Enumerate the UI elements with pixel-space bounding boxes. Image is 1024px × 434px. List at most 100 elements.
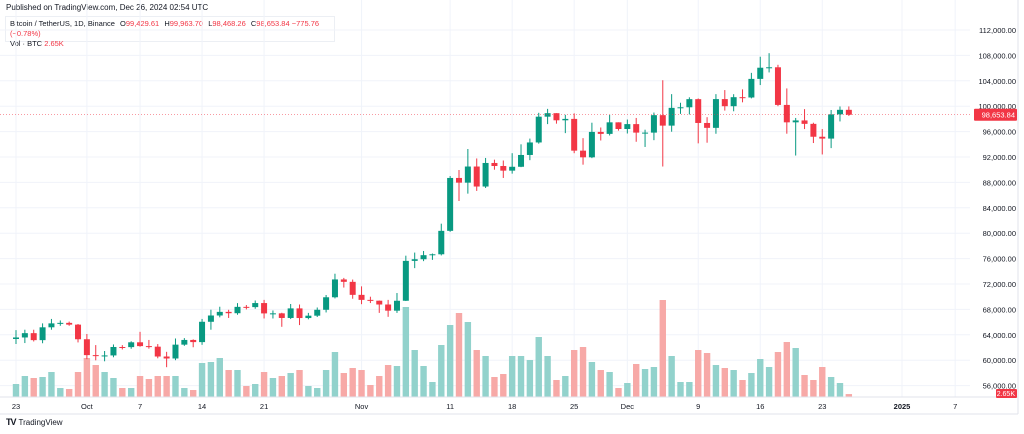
candle-body	[323, 297, 330, 310]
candle-body	[83, 339, 90, 356]
volume-bar	[827, 377, 835, 397]
candle-body	[801, 120, 808, 124]
volume-bar	[305, 386, 312, 397]
candle-body	[836, 109, 843, 115]
candle-body	[402, 260, 409, 301]
x-tick-label: 23	[818, 402, 826, 411]
candle-body	[828, 114, 835, 139]
candle-body	[615, 122, 622, 129]
volume-bar	[819, 367, 826, 397]
volume-bar	[172, 376, 179, 397]
candle-body	[331, 279, 338, 298]
brand-name: TradingView	[18, 417, 63, 427]
volume-bar	[438, 345, 445, 397]
volume-line: Vol · BTC 2.65K	[10, 39, 330, 49]
candle-body	[101, 355, 108, 357]
candle-body	[659, 115, 666, 126]
y-tick-label: 104,000.00	[978, 77, 1016, 86]
volume-bar	[553, 380, 560, 397]
y-tick-label: 84,000.00	[983, 204, 1016, 213]
candle-body	[562, 118, 569, 121]
volume-label[interactable]: Vol · BTC	[10, 39, 43, 48]
volume-bar	[739, 380, 746, 397]
candle-body	[438, 230, 445, 255]
volume-bar	[597, 370, 604, 397]
candle-body	[526, 142, 533, 155]
volume-bar	[845, 394, 853, 397]
volume-bar	[491, 377, 498, 397]
volume-bar	[508, 356, 516, 397]
candle-body	[57, 322, 64, 324]
volume-bar	[703, 353, 711, 397]
candle-body	[234, 306, 241, 314]
candle-body	[110, 346, 117, 356]
candle-body	[580, 150, 587, 158]
y-tick-label: 88,000.00	[983, 178, 1016, 187]
candle-body	[340, 279, 347, 282]
volume-bar	[677, 382, 684, 397]
candle-body	[783, 104, 790, 123]
volume-bar	[535, 337, 542, 397]
candle-body	[39, 327, 46, 341]
grid	[0, 0, 970, 397]
symbol-name[interactable]: Bitcoin / TetherUS, 1D, Binance	[10, 19, 115, 28]
volume-bar	[411, 350, 418, 397]
volume-bar	[296, 370, 303, 397]
open-label: O	[120, 19, 126, 28]
y-tick-label: 108,000.00	[978, 51, 1016, 60]
close-label: C	[250, 19, 257, 28]
candle-body	[606, 122, 613, 134]
volume-bar	[393, 366, 401, 397]
volume-bar	[314, 388, 321, 397]
volume-bar	[650, 367, 658, 397]
volume-bar	[429, 382, 436, 397]
candle-body	[535, 116, 542, 143]
y-tick-label: 112,000.00	[979, 26, 1016, 35]
volume-bar	[145, 379, 153, 397]
volume-bar	[588, 362, 596, 397]
x-tick-label: 2025	[894, 402, 911, 411]
volume-bar	[774, 352, 782, 397]
candle-body	[518, 154, 525, 167]
candle-body	[199, 321, 206, 343]
candle-body	[633, 124, 640, 133]
candle-body	[287, 308, 294, 318]
volume-bar	[544, 356, 551, 397]
volume-bars	[12, 300, 853, 397]
candle-body	[48, 323, 55, 328]
candle-body	[544, 113, 551, 117]
volume-bar	[482, 356, 489, 397]
candle-body	[624, 124, 631, 129]
candle-body	[730, 97, 737, 107]
x-tick-label: 14	[198, 402, 206, 411]
x-tick-label: Dec	[621, 402, 635, 411]
volume-bar	[57, 388, 64, 397]
high-label: H	[164, 19, 170, 28]
y-tick-label: 92,000.00	[983, 153, 1016, 162]
x-tick-label: Oct	[81, 402, 94, 411]
volume-bar	[127, 388, 135, 397]
candle-body	[668, 107, 675, 126]
volume-bar	[624, 383, 631, 397]
candle-body	[349, 281, 356, 295]
candle-body	[464, 166, 471, 183]
volume-bar	[83, 358, 91, 397]
volume-bar	[420, 366, 427, 397]
candle-body	[482, 162, 489, 187]
volume-bar	[757, 359, 764, 397]
candles	[13, 53, 852, 368]
candle-body	[225, 311, 232, 314]
candle-body	[712, 99, 719, 128]
candle-body	[695, 99, 702, 123]
candle-body	[163, 356, 170, 359]
y-tick-label: 72,000.00	[983, 280, 1016, 289]
volume-bar	[322, 370, 330, 397]
candle-body	[456, 177, 462, 183]
candle-body	[597, 131, 604, 134]
candle-body	[411, 259, 418, 261]
footer: TV TradingView	[6, 417, 63, 427]
low-label: L	[208, 19, 213, 28]
volume-bar	[801, 375, 808, 397]
candle-body	[128, 342, 135, 348]
